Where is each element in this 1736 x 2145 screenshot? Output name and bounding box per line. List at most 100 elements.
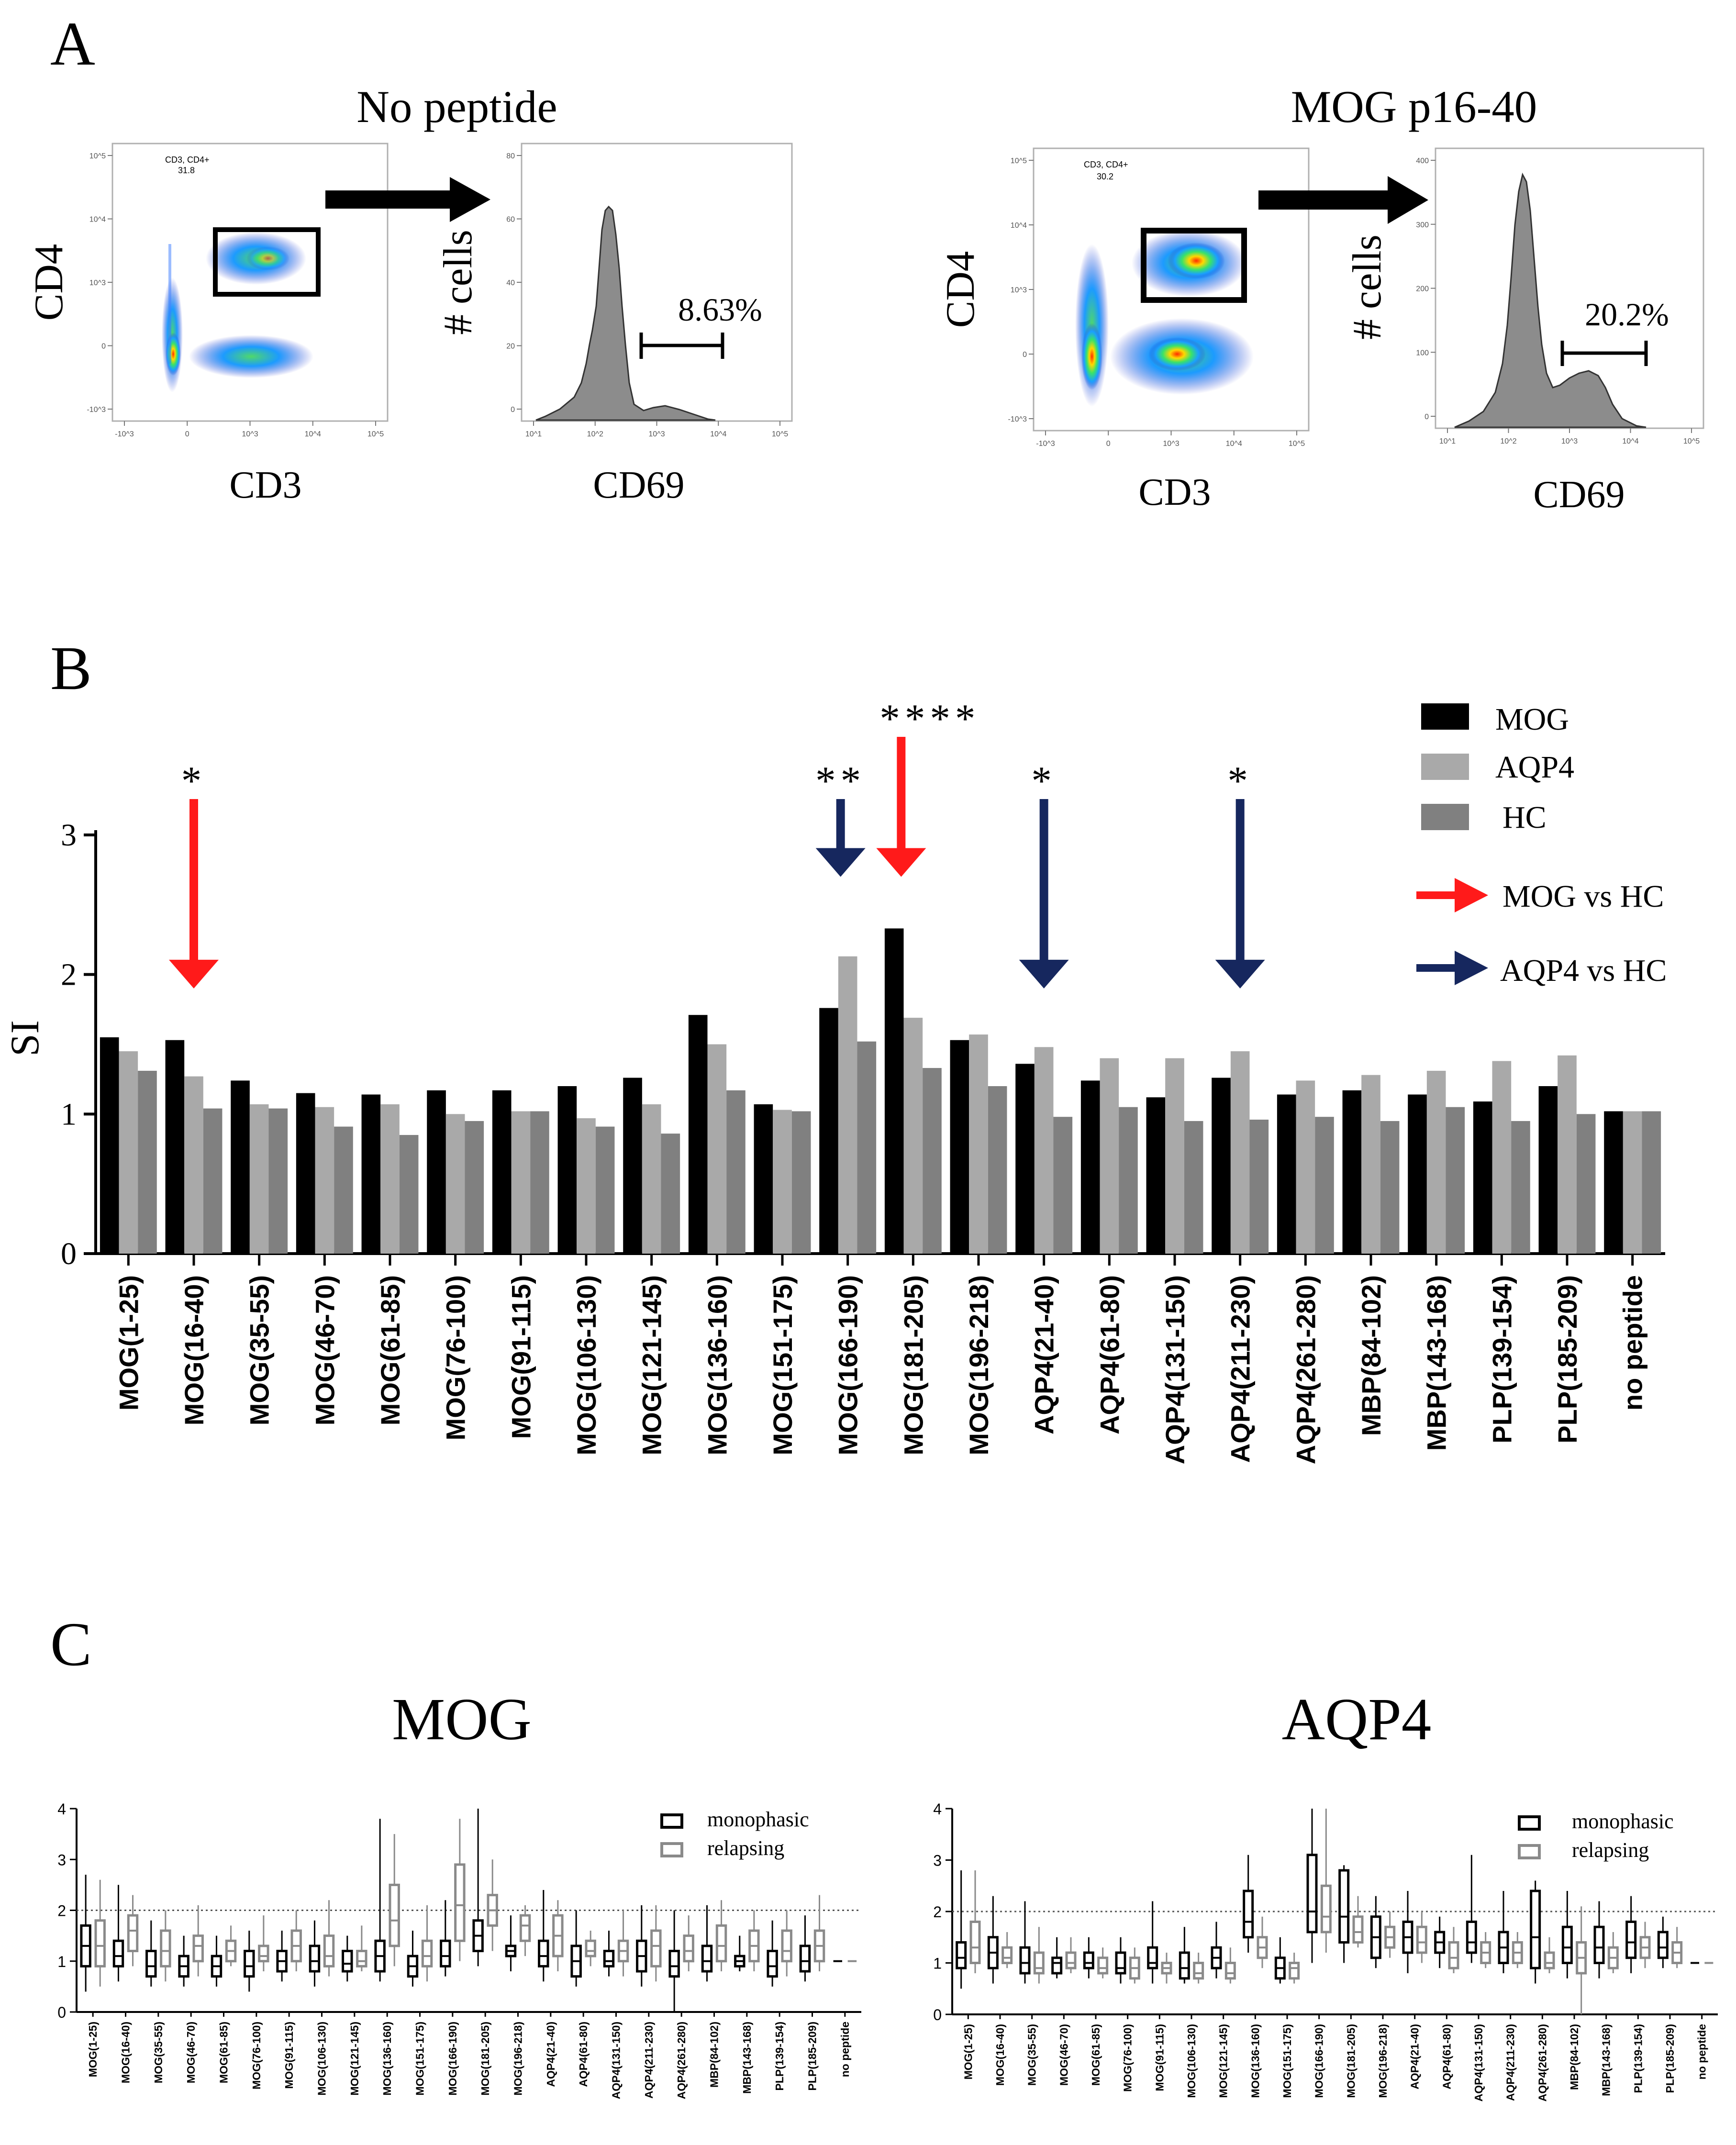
gate-bar <box>639 333 724 359</box>
legend-label-mog: MOG <box>1495 702 1569 737</box>
x-tick-label: PLP(139-154) <box>773 2022 786 2090</box>
bar-mog <box>100 1037 119 1254</box>
x-tick-label: MOG(136-160) <box>1249 2024 1261 2098</box>
x-tick-label: 10^5 <box>1683 437 1700 445</box>
significance-arrow-shaft <box>836 799 845 851</box>
x-tick-label: MOG(151-175) <box>1281 2024 1293 2098</box>
dot-plot-x-label: CD3 <box>1138 471 1211 513</box>
y-tick-label: 10^3 <box>1011 286 1027 294</box>
significance-stars: **** <box>879 696 980 741</box>
bar-hc <box>268 1108 288 1254</box>
histogram-y-label: # cells <box>435 230 480 335</box>
box-relapsing <box>1448 1941 1459 1969</box>
box-monophasic <box>668 1950 680 1978</box>
x-tick-label: MOG(35-55) <box>152 2022 165 2083</box>
x-tick-label: MOG(106-130) <box>1185 2024 1198 2098</box>
bar-hc <box>791 1111 811 1254</box>
significance-arrow-head <box>876 848 926 877</box>
gate-text-line-1: CD3, CD4+ <box>165 155 210 165</box>
box-legend-aqp4: monophasic relapsing <box>1518 1810 1674 1862</box>
box-monophasic <box>342 1950 353 1973</box>
box-legend-mog: monophasic relapsing <box>660 1808 809 1860</box>
box-monophasic <box>538 1939 549 1967</box>
x-tick-label: MBP(143-168) <box>1600 2024 1613 2096</box>
bar-mog <box>1146 1097 1166 1254</box>
bar-mog <box>165 1040 185 1254</box>
bar-hc <box>1576 1114 1596 1254</box>
cd69-positive-percent: 20.2% <box>1585 296 1669 333</box>
bar-hc <box>530 1111 549 1254</box>
box-monophasic <box>1625 1921 1637 1959</box>
x-tick-label: MOG(151-175) <box>414 2022 426 2096</box>
y-tick-label: 1 <box>61 1097 77 1132</box>
y-tick-label: 40 <box>506 279 515 287</box>
y-tick-label: 0 <box>1023 351 1027 359</box>
box-relapsing <box>519 1914 531 1942</box>
x-tick-label: MOG(121-145) <box>1217 2024 1230 2098</box>
x-tick-label: MOG(136-160) <box>381 2022 393 2096</box>
histogram-y-label: # cells <box>1345 234 1390 340</box>
x-tick-label: MOG(181-205) <box>898 1275 928 1456</box>
gate-box <box>213 227 321 297</box>
box-monophasic <box>1466 1921 1477 1954</box>
box-relapsing <box>1320 1884 1332 1934</box>
x-tick-label: MOG(181-205) <box>479 2022 491 2096</box>
x-tick-label: no peptide <box>839 2022 851 2077</box>
significance-arrow-head <box>1215 959 1265 989</box>
histogram-ticks: 400 300 200 100 0 10^1 10^2 10^3 10^4 10^5 <box>1416 157 1700 445</box>
significance-arrow-shaft <box>897 737 906 851</box>
x-tick-label: AQP4(61-80) <box>1094 1275 1124 1434</box>
box-relapsing <box>715 1924 727 1963</box>
x-tick-label: 10^3 <box>648 430 665 438</box>
bar-aqp4 <box>511 1111 531 1254</box>
x-tick-label: MOG(91-115) <box>1153 2024 1166 2091</box>
bar-aqp4 <box>119 1051 138 1254</box>
x-tick-label: 10^4 <box>1622 437 1638 445</box>
x-tick-label: MOG(35-55) <box>1026 2024 1038 2086</box>
bar-aqp4 <box>707 1044 727 1254</box>
significance-arrow-shaft <box>1235 799 1245 962</box>
x-tick-label: MOG(121-145) <box>348 2022 361 2096</box>
bar-aqp4 <box>1230 1051 1250 1254</box>
x-tick-label: PLP(139-154) <box>1487 1275 1517 1444</box>
box-monophasic <box>1147 1946 1158 1969</box>
bar-hc <box>1119 1107 1138 1254</box>
box-monophasic <box>1051 1956 1063 1975</box>
y-tick-label: 0 <box>1424 413 1429 421</box>
x-tick-label: PLP(185-209) <box>1664 2024 1676 2093</box>
significance-stars: * <box>181 758 207 803</box>
bar-aqp4 <box>773 1110 792 1254</box>
box-relapsing <box>1289 1962 1300 1980</box>
x-tick-label: MOG(106-130) <box>571 1275 601 1456</box>
x-tick-label: MOG(121-145) <box>637 1275 667 1456</box>
x-tick-label: AQP4(61-80) <box>1440 2024 1453 2089</box>
box-monophasic <box>440 1939 451 1967</box>
y-tick-label: 0 <box>61 1236 77 1271</box>
y-tick-label: 3 <box>61 818 77 853</box>
cell-population-cd3-negative <box>1075 244 1109 407</box>
bar-aqp4 <box>1296 1080 1315 1254</box>
box-monophasic <box>145 1950 157 1978</box>
x-tick-label: MOG(76-100) <box>441 1275 471 1440</box>
significance-arrow-shaft <box>1039 799 1048 962</box>
box-relapsing <box>1544 1951 1555 1969</box>
y-tick-label: 10^4 <box>89 216 106 224</box>
box-relapsing <box>585 1939 596 1957</box>
x-tick-label: 10^5 <box>367 430 384 438</box>
bar-mog <box>492 1090 512 1254</box>
bar-mog <box>688 1015 708 1254</box>
x-tick-label: MOG(136-160) <box>702 1275 732 1456</box>
y-tick-label: 4 <box>57 1800 66 1818</box>
legend-swatch-mog <box>1421 703 1469 730</box>
x-tick-label: AQP4(211-230) <box>1504 2024 1517 2101</box>
bar-hc <box>595 1126 615 1254</box>
legend-swatch-monophasic <box>660 1813 683 1829</box>
box-relapsing <box>356 1950 367 1967</box>
box-monophasic <box>1243 1889 1254 1939</box>
box-relapsing <box>683 1934 694 1963</box>
box-relapsing <box>1065 1951 1077 1969</box>
box-chart-mog: 0 1 2 3 4 MOG(1-25) MOG(16-40) MOG(35-55) MOG(46… <box>57 1800 861 2099</box>
bar-mog <box>623 1078 642 1254</box>
legend-label-relapsing: relapsing <box>1572 1838 1649 1862</box>
x-tick-label: MOG(1-25) <box>962 2024 974 2079</box>
